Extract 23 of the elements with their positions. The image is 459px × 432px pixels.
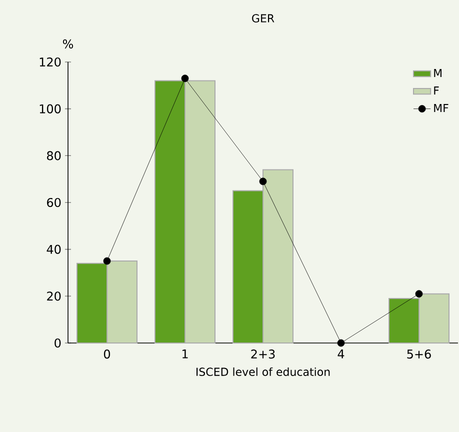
point [103, 257, 111, 265]
point [337, 339, 345, 347]
x-tick-label: 1 [182, 350, 188, 358]
point [181, 74, 189, 82]
legend-label: M [434, 69, 442, 78]
x-axis-title: ISCED level of education [196, 367, 330, 376]
x-tick-label: 4 [338, 350, 344, 358]
point [259, 178, 267, 186]
point [415, 290, 423, 298]
chart-title: GER [252, 14, 274, 22]
x-tick-label: 5+6 [407, 350, 431, 359]
y-tick-label: 100 [40, 104, 61, 114]
y-axis-title: % [62, 39, 74, 48]
y-tick-label: 20 [47, 292, 61, 301]
y-tick-label: 80 [47, 151, 61, 160]
legend-label: F [434, 86, 439, 95]
y-tick-label: 40 [46, 244, 61, 254]
y-tick-label: 60 [47, 198, 61, 208]
y-tick-label: 0 [54, 338, 61, 348]
x-tick-label: 2+3 [251, 350, 275, 359]
x-tick-label: 0 [104, 350, 110, 359]
y-tick-label: 120 [40, 57, 61, 67]
legend-label: MF [434, 104, 448, 112]
